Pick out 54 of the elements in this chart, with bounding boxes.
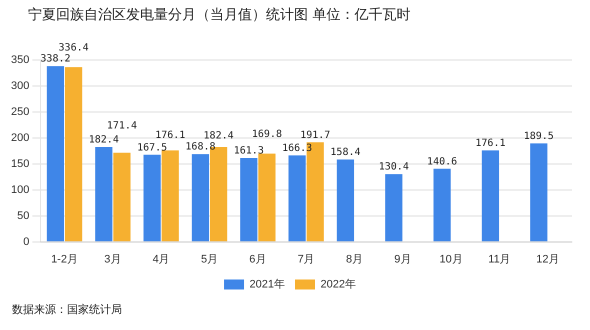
data-label: 171.4 (106, 120, 137, 132)
data-label: 161.3 (234, 146, 264, 157)
x-tick-label: 12月 (536, 253, 560, 266)
data-label: 140.6 (427, 156, 458, 168)
data-label: 336.4 (58, 42, 89, 54)
x-tick-label: 9月 (394, 253, 412, 266)
data-label: 182.4 (204, 130, 234, 142)
x-tick-label: 7月 (298, 253, 315, 266)
legend-label: 2021年 (250, 278, 286, 291)
x-tick-label: 4月 (152, 253, 170, 266)
x-tick-label: 10月 (440, 253, 463, 266)
data-label: 176.1 (475, 138, 506, 149)
bar (336, 160, 354, 242)
y-tick-label: 350 (10, 54, 30, 66)
bar (46, 66, 64, 242)
x-tick-label: 6月 (249, 253, 266, 266)
data-label: 189.5 (524, 130, 554, 142)
bar (162, 150, 179, 242)
y-tick-label: 50 (17, 210, 30, 222)
x-tick-label: 1-2月 (51, 253, 78, 266)
bar (434, 168, 451, 242)
data-label: 130.4 (378, 162, 409, 173)
x-tick-label: 5月 (200, 253, 218, 266)
bar (288, 155, 306, 242)
data-label: 191.7 (300, 130, 330, 141)
bar (240, 158, 258, 242)
bar (258, 154, 276, 242)
y-tick-label: 100 (10, 184, 30, 196)
bar (144, 154, 161, 242)
y-tick-label: 250 (10, 106, 30, 118)
bar (64, 67, 82, 242)
y-tick-label: 0 (23, 236, 30, 248)
data-label: 168.8 (185, 142, 216, 153)
y-tick-label: 200 (10, 132, 30, 144)
data-label: 158.4 (330, 147, 360, 158)
x-tick-label: 3月 (104, 253, 122, 266)
x-tick-label: 11月 (488, 253, 511, 266)
bar (482, 150, 500, 242)
x-tick-label: 8月 (346, 253, 364, 266)
bar (95, 147, 112, 242)
bar (530, 143, 548, 242)
data-label: 182.4 (88, 134, 119, 146)
data-label: 169.8 (252, 129, 282, 140)
data-label: 167.5 (137, 142, 168, 154)
y-tick-label: 300 (10, 80, 30, 92)
data-label: 176.1 (155, 130, 186, 141)
y-tick-label: 150 (10, 158, 30, 170)
data-label: 338.2 (40, 54, 71, 65)
bar (192, 154, 210, 242)
bar (385, 174, 402, 242)
source-note: 数据来源：国家统计局 (11, 302, 123, 317)
bar (113, 152, 131, 242)
legend-label: 2022年 (320, 278, 356, 291)
chart-title: 宁夏回族自治区发电量分月（当月值）统计图 单位：亿千瓦时 (27, 6, 412, 25)
